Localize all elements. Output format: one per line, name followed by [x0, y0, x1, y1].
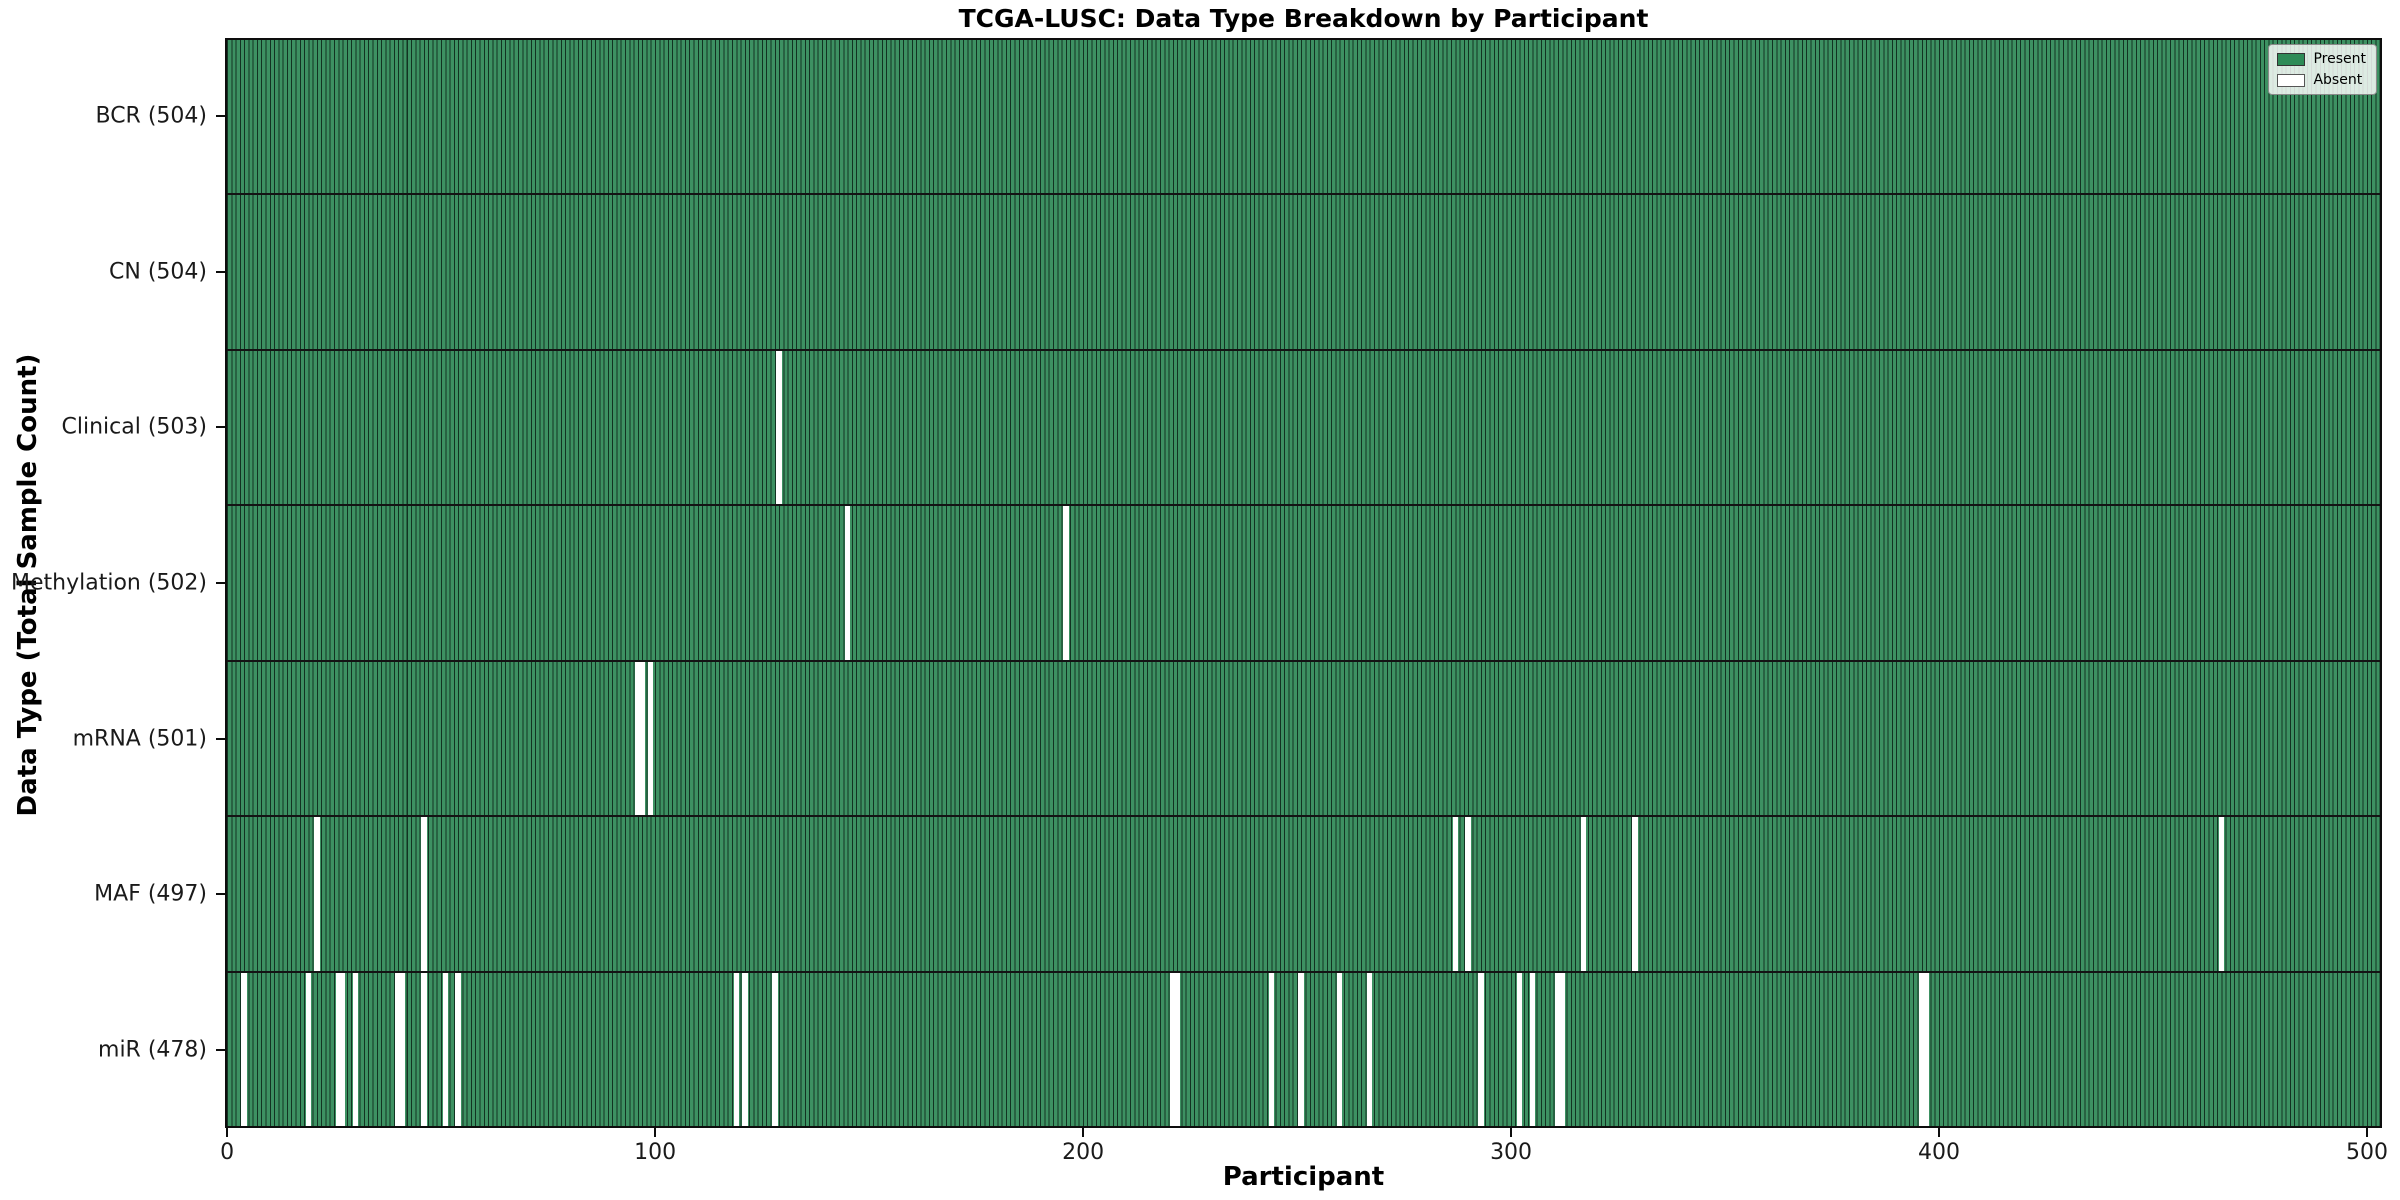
- legend-swatch-present: [2277, 52, 2306, 66]
- y-tick-label: Clinical (503): [61, 414, 207, 440]
- absent-mark: [1478, 972, 1484, 1126]
- x-tick-label: 0: [220, 1140, 235, 1165]
- absent-mark: [639, 661, 645, 816]
- y-tick-mark: [216, 582, 225, 584]
- absent-mark: [733, 972, 740, 1126]
- absent-mark: [335, 972, 341, 1126]
- y-tick-label: BCR (504): [95, 103, 207, 129]
- y-tick-mark: [216, 270, 225, 273]
- datatype-row-bcr: [227, 40, 2380, 196]
- absent-mark: [1559, 972, 1565, 1126]
- x-tick-label: 200: [1062, 1140, 1105, 1165]
- x-tick-label: 300: [1490, 1140, 1533, 1165]
- absent-mark: [635, 661, 641, 816]
- absent-mark: [776, 350, 782, 505]
- legend-label: Absent: [2313, 72, 2363, 88]
- absent-mark: [305, 972, 312, 1126]
- x-tick-label: 400: [1918, 1140, 1961, 1165]
- absent-mark: [421, 972, 427, 1126]
- absent-mark: [1268, 972, 1274, 1126]
- absent-mark: [421, 817, 427, 971]
- y-tick-label: miR (478): [98, 1037, 207, 1063]
- absent-mark: [1063, 506, 1069, 660]
- datatype-row-cn: [227, 195, 2380, 351]
- x-tick-mark: [2366, 1128, 2369, 1137]
- y-tick-label: CN (504): [109, 259, 207, 285]
- absent-mark: [1923, 972, 1929, 1126]
- x-axis-title: Participant: [1222, 1162, 1385, 1192]
- plot-area: [225, 38, 2382, 1128]
- absent-mark: [339, 972, 346, 1126]
- x-tick-mark: [654, 1128, 657, 1137]
- chart-title: TCGA-LUSC: Data Type Breakdown by Partic…: [958, 4, 1649, 33]
- absent-mark: [844, 506, 851, 660]
- datatype-row-clinical: [227, 350, 2380, 507]
- absent-mark: [1580, 817, 1587, 971]
- absent-mark: [399, 972, 406, 1126]
- y-tick-mark: [216, 893, 225, 896]
- absent-mark: [647, 661, 654, 816]
- absent-mark: [2218, 817, 2225, 971]
- absent-mark: [1366, 972, 1373, 1126]
- datatype-row-methylation: [227, 506, 2380, 662]
- x-tick-mark: [1082, 1128, 1085, 1137]
- legend-label: Present: [2313, 51, 2366, 67]
- legend-entry-absent: Absent: [2277, 72, 2366, 88]
- y-tick-mark: [216, 114, 225, 117]
- absent-mark: [1170, 972, 1176, 1126]
- y-tick-mark: [216, 426, 225, 429]
- absent-mark: [742, 972, 748, 1126]
- absent-mark: [241, 972, 247, 1126]
- y-tick-mark: [216, 1049, 225, 1052]
- x-tick-mark: [226, 1128, 229, 1137]
- legend-swatch-absent: [2277, 73, 2306, 87]
- absent-mark: [1632, 817, 1638, 971]
- absent-mark: [772, 972, 778, 1126]
- absent-mark: [395, 972, 401, 1126]
- absent-mark: [1465, 817, 1471, 971]
- legend: Present Absent: [2268, 44, 2377, 95]
- absent-mark: [1529, 972, 1536, 1126]
- x-tick-mark: [1938, 1128, 1941, 1137]
- absent-mark: [1555, 972, 1561, 1126]
- datatype-row-maf: [227, 817, 2380, 973]
- absent-mark: [352, 972, 359, 1126]
- absent-mark: [314, 817, 320, 971]
- datatype-row-mrna: [227, 661, 2380, 818]
- y-tick-label: mRNA (501): [72, 726, 207, 752]
- x-tick-label: 100: [634, 1140, 677, 1165]
- absent-mark: [455, 972, 461, 1126]
- absent-mark: [1516, 972, 1523, 1126]
- y-tick-mark: [216, 737, 225, 740]
- x-tick-mark: [1510, 1128, 1513, 1137]
- y-tick-label: MAF (497): [94, 881, 207, 907]
- absent-mark: [1298, 972, 1304, 1126]
- absent-mark: [442, 972, 448, 1126]
- y-tick-label: Methylation (502): [11, 570, 207, 596]
- datatype-row-mir: [227, 972, 2380, 1126]
- absent-mark: [1336, 972, 1343, 1126]
- x-tick-label: 500: [2346, 1140, 2389, 1165]
- absent-mark: [1919, 972, 1925, 1126]
- absent-mark: [1174, 972, 1180, 1126]
- absent-mark: [1452, 817, 1459, 971]
- legend-entry-present: Present: [2277, 51, 2366, 67]
